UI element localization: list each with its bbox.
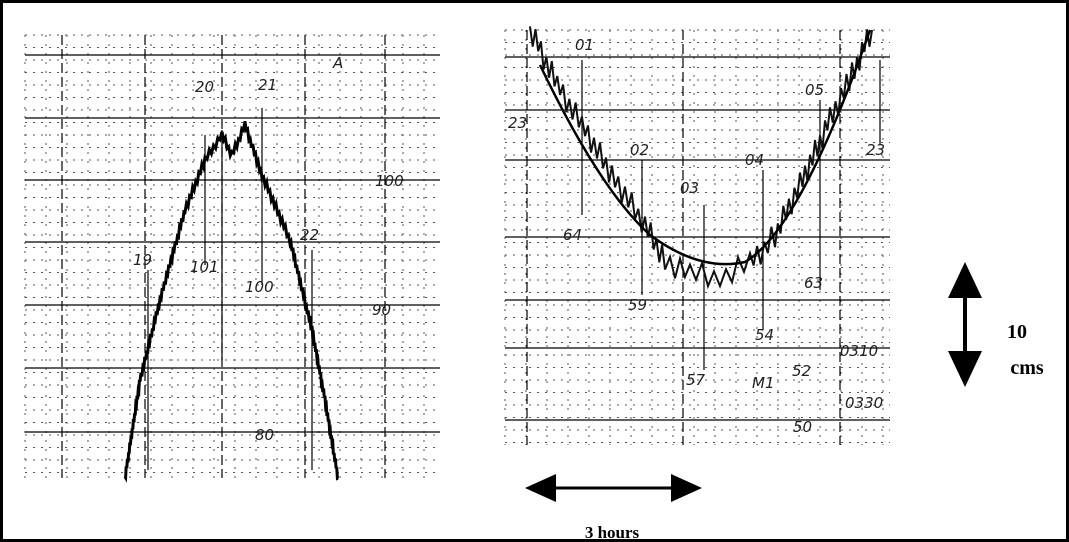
- annotation: 64: [563, 226, 582, 244]
- annotation: 0330: [845, 394, 883, 412]
- annotation: 19: [133, 251, 152, 269]
- annotation: 59: [628, 296, 647, 314]
- annotation: 0310: [840, 342, 878, 360]
- annotation: 21: [258, 76, 277, 94]
- annotation: 100: [245, 278, 274, 296]
- annotation: 54: [755, 326, 774, 344]
- annotation: 100: [375, 172, 404, 190]
- scale-label: 3 hours: [585, 523, 640, 542]
- annotation: 50: [793, 418, 812, 436]
- annotation: 52: [792, 362, 811, 380]
- scale-unit: cms: [1010, 357, 1044, 379]
- annotation: 57: [686, 371, 706, 389]
- annotation: M1: [752, 374, 775, 392]
- scale-value: 10: [1007, 321, 1027, 343]
- annotation: 80: [255, 426, 274, 444]
- annotation: 90: [372, 301, 391, 319]
- annotation: 01: [575, 36, 594, 54]
- figure: 20 21 19 101 100 22 100 90 80 A 01 23 02…: [0, 0, 1069, 542]
- annotation: 03: [680, 179, 699, 197]
- annotation: 23: [508, 114, 527, 132]
- annotation: A: [332, 54, 343, 72]
- annotation: 04: [745, 151, 764, 169]
- annotation: 22: [300, 226, 319, 244]
- annotation: 02: [630, 141, 649, 159]
- annotation: 63: [804, 274, 823, 292]
- annotation: 23: [866, 141, 885, 159]
- annotation: 101: [190, 258, 219, 276]
- annotation: 05: [805, 81, 824, 99]
- annotation: 20: [195, 78, 214, 96]
